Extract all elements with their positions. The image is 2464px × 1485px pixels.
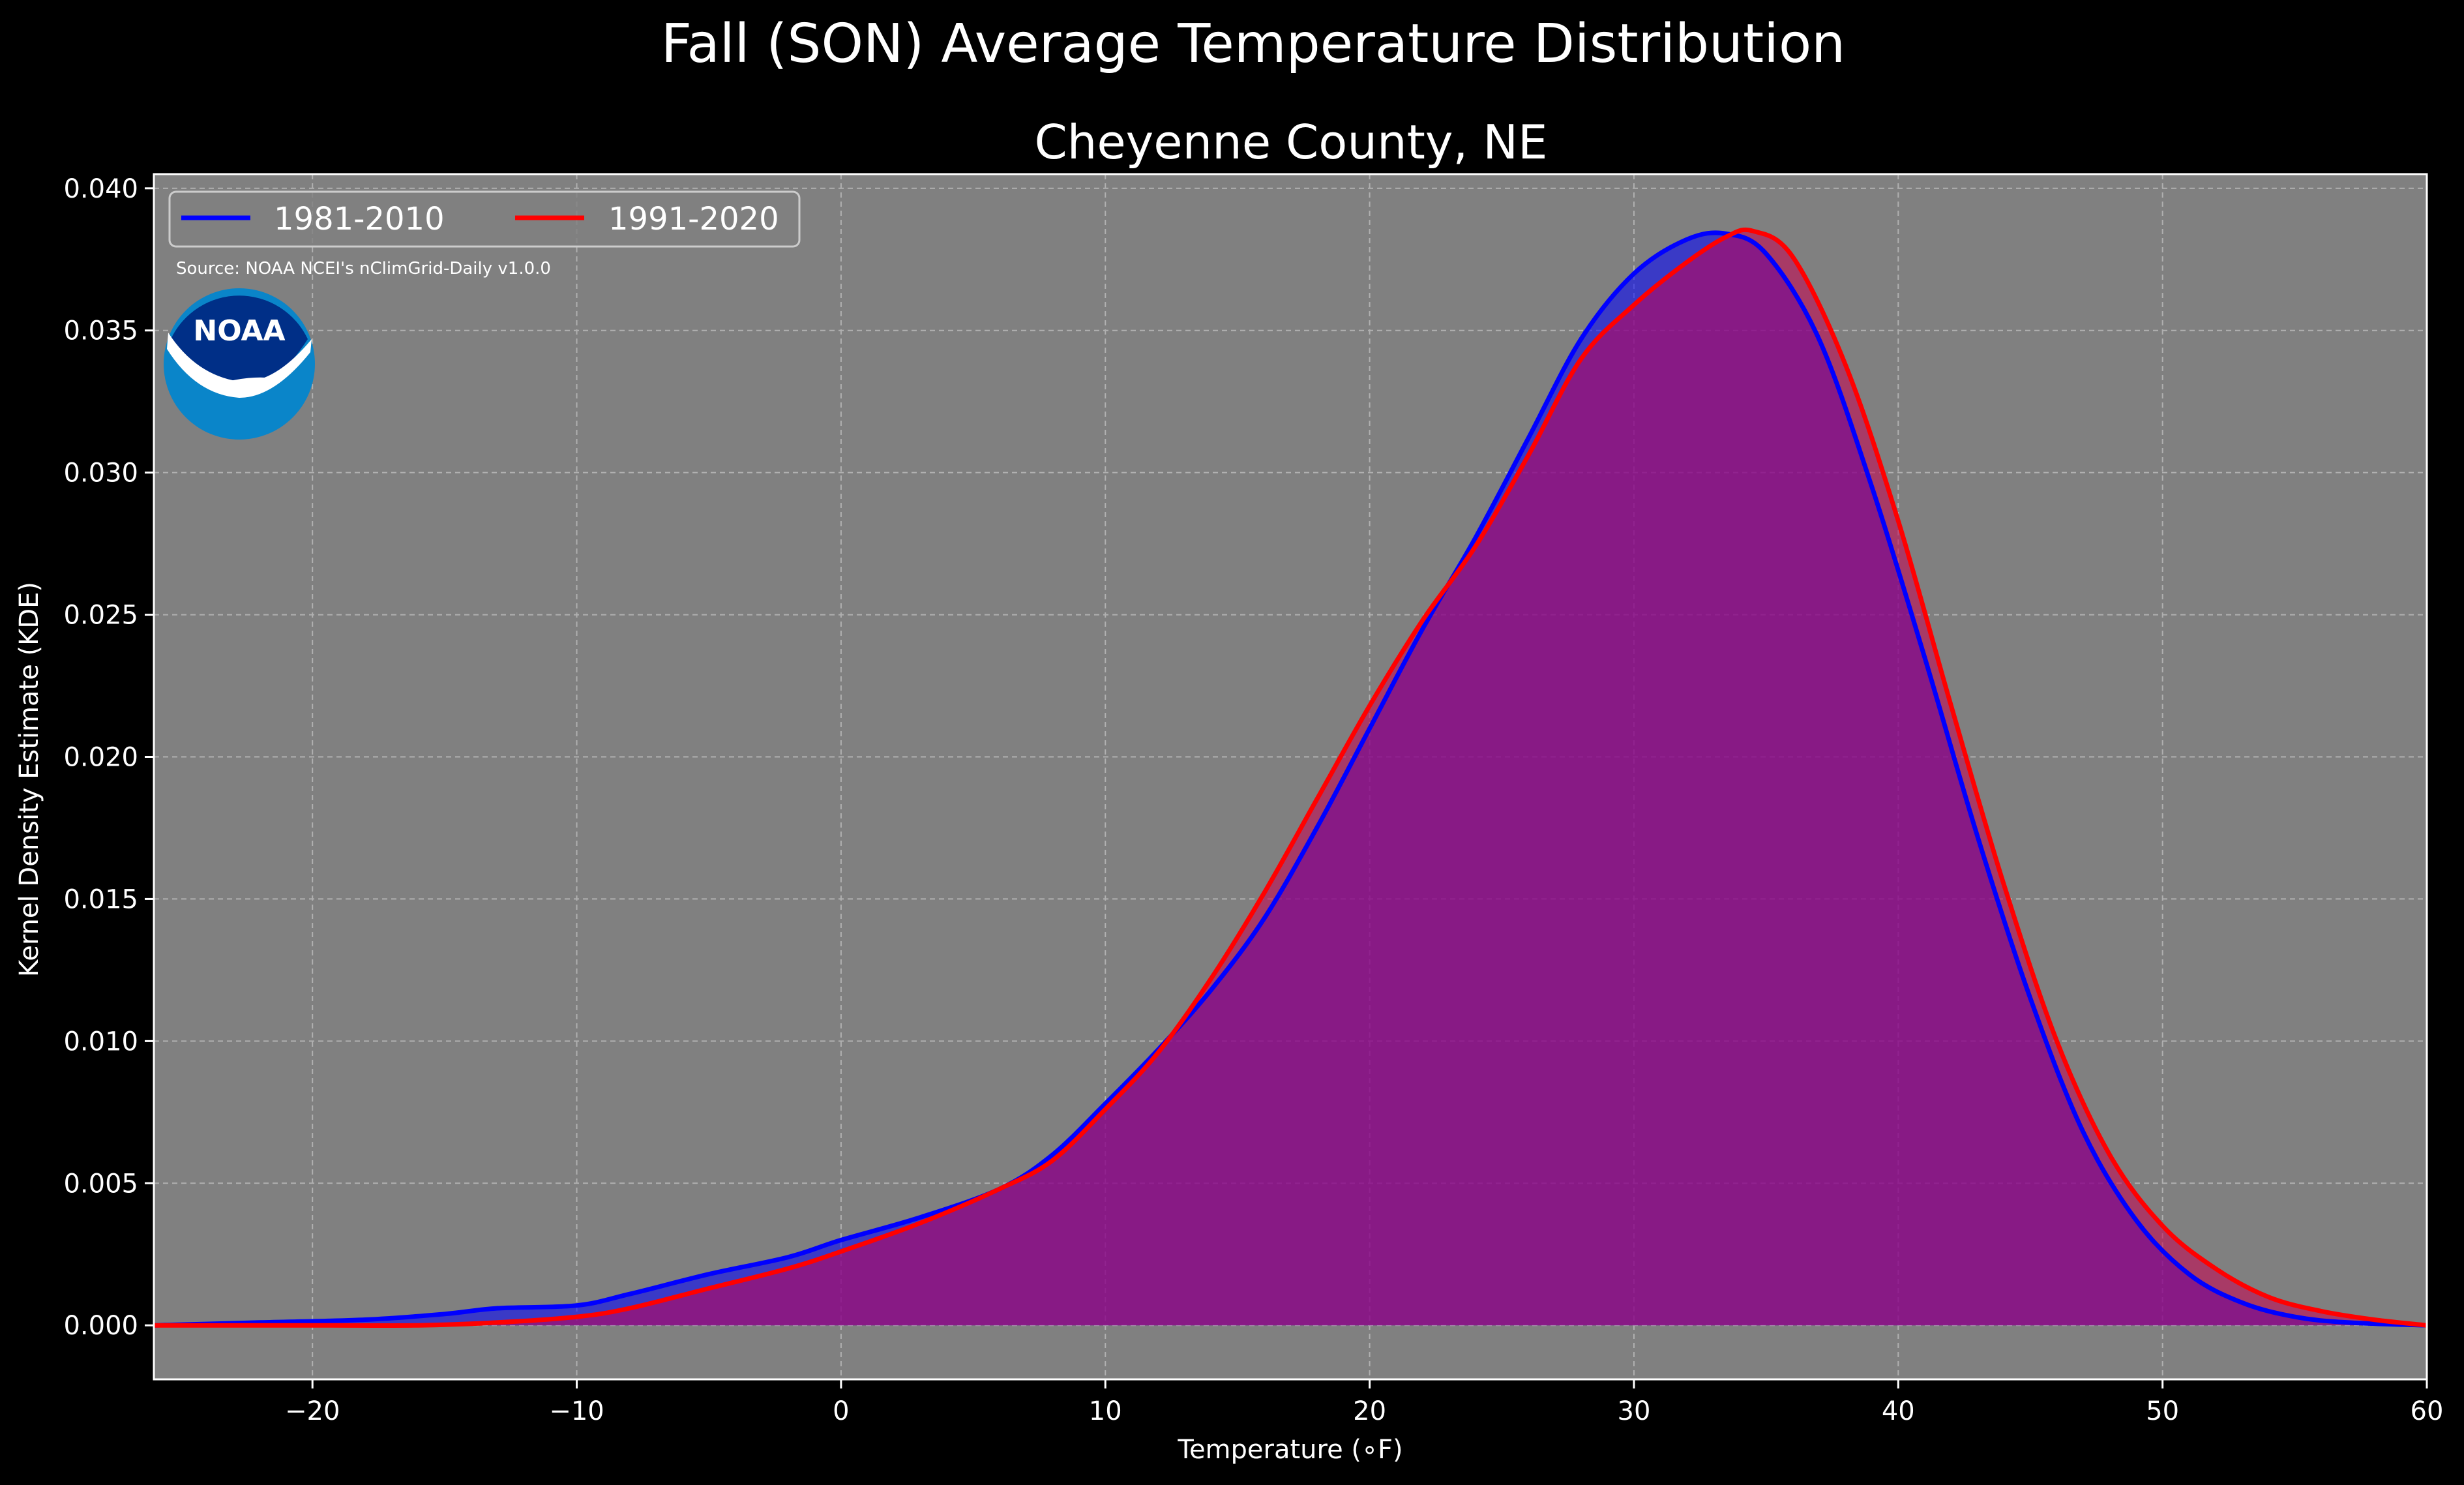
- x-tick-label: 30: [1618, 1396, 1651, 1426]
- x-tick-label: 50: [2146, 1396, 2179, 1426]
- legend-label-1991-2020: 1991-2020: [608, 201, 779, 237]
- x-tick-label: −10: [549, 1396, 604, 1426]
- legend-label-1981-2010: 1981-2010: [274, 201, 445, 237]
- x-tick-label: 10: [1089, 1396, 1122, 1426]
- y-tick-label: 0.010: [63, 1027, 138, 1057]
- chart-suptitle: Fall (SON) Average Temperature Distribut…: [661, 13, 1845, 75]
- series-lines: [153, 227, 2427, 1328]
- chart-title: Cheyenne County, NE: [1034, 115, 1547, 170]
- y-tick-label: 0.025: [63, 601, 138, 631]
- x-tick-label: 20: [1353, 1396, 1386, 1426]
- x-axis-label: Temperature (∘F): [1177, 1435, 1403, 1465]
- series-line-1991-2020: [154, 227, 2427, 1328]
- legend-box: [168, 190, 801, 248]
- x-axis-ticks: −20 −10 0 10 20 30 40 50 60: [285, 1379, 2443, 1426]
- y-tick-label: 0.040: [63, 174, 138, 204]
- noaa-logo: NOAA: [164, 288, 315, 440]
- legend: 1981-2010 1991-2020: [168, 190, 801, 248]
- x-tick-label: 40: [1882, 1396, 1915, 1426]
- x-tick-label: −20: [285, 1396, 340, 1426]
- y-axis-ticks: 0.000 0.005 0.010 0.015 0.020 0.025 0.030 0.035…: [63, 174, 154, 1341]
- axes-frame: [153, 173, 2428, 1381]
- x-tick-label: 0: [833, 1396, 849, 1426]
- y-tick-label: 0.020: [63, 742, 138, 772]
- y-axis-label: Kernel Density Estimate (KDE): [14, 582, 44, 977]
- y-tick-label: 0.035: [63, 316, 138, 346]
- series-fills: [154, 230, 2427, 1326]
- series-fill-1991-2020: [154, 230, 2427, 1326]
- y-tick-label: 0.005: [63, 1169, 138, 1199]
- source-annotation: Source: NOAA NCEI's nClimGrid-Daily v1.0…: [176, 259, 551, 278]
- x-tick-label: 60: [2411, 1396, 2444, 1426]
- noaa-logo-text: NOAA: [193, 314, 285, 348]
- y-tick-label: 0.030: [63, 458, 138, 488]
- y-tick-label: 0.015: [63, 884, 138, 914]
- y-tick-label: 0.000: [63, 1311, 138, 1341]
